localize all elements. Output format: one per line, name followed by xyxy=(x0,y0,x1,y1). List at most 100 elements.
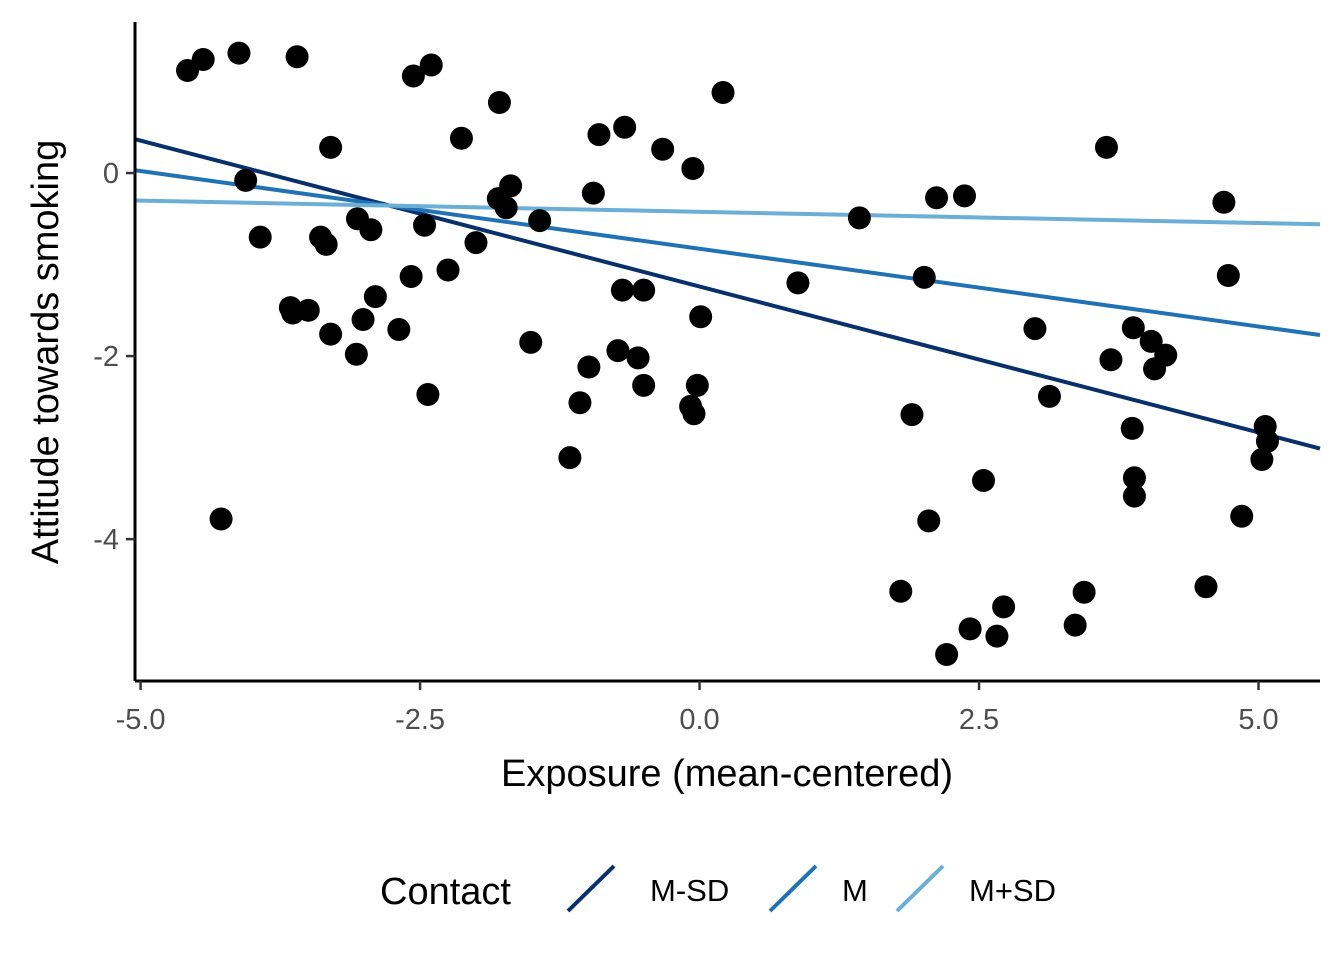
regression-line-m xyxy=(134,168,1321,338)
data-point xyxy=(610,278,634,302)
x-tick-label: -5.0 xyxy=(116,704,166,736)
regression-lines xyxy=(134,137,1321,451)
data-point xyxy=(1072,580,1096,604)
data-point xyxy=(1099,348,1123,372)
data-point xyxy=(606,339,630,363)
data-point xyxy=(1023,317,1047,341)
data-point xyxy=(613,115,637,139)
data-point xyxy=(314,232,338,256)
legend-label-m-sd: M-SD xyxy=(650,873,729,908)
data-point xyxy=(689,305,713,329)
data-point xyxy=(319,135,343,159)
data-point xyxy=(992,595,1016,619)
x-axis-ticks: -5.0 -2.5 0.0 2.5 5.0 xyxy=(116,681,1279,736)
data-point xyxy=(847,206,871,230)
y-tick-label: -2 xyxy=(93,341,119,373)
data-point xyxy=(234,168,258,192)
data-point xyxy=(587,123,611,147)
data-point xyxy=(958,617,982,641)
x-axis-title: Exposure (mean-centered) xyxy=(501,753,953,795)
data-point xyxy=(1094,135,1118,159)
regression-line-m-sd xyxy=(134,198,1321,227)
data-point xyxy=(912,265,936,289)
data-point xyxy=(248,225,272,249)
data-point xyxy=(1122,466,1146,490)
data-point xyxy=(1216,264,1240,288)
data-point xyxy=(935,642,959,666)
data-point xyxy=(1255,429,1279,453)
data-point xyxy=(1122,484,1146,508)
data-point xyxy=(351,307,375,331)
data-point xyxy=(1212,190,1236,214)
data-point xyxy=(685,373,709,397)
x-tick-label: 2.5 xyxy=(959,704,999,736)
data-point xyxy=(558,446,582,470)
data-point xyxy=(682,402,706,426)
data-point xyxy=(416,383,440,407)
x-tick-label: 0.0 xyxy=(679,704,719,736)
data-point xyxy=(387,318,411,342)
legend-key-m xyxy=(768,864,818,913)
data-point xyxy=(626,346,650,370)
data-point xyxy=(227,41,251,65)
data-point xyxy=(1037,384,1061,408)
data-point xyxy=(359,218,383,242)
data-point xyxy=(436,258,460,282)
data-point xyxy=(528,209,552,233)
data-point xyxy=(363,285,387,309)
data-point xyxy=(487,91,511,115)
y-tick-label: -4 xyxy=(93,524,119,556)
data-point xyxy=(419,53,443,77)
data-point xyxy=(401,64,425,88)
data-point xyxy=(413,213,437,237)
data-point xyxy=(285,45,309,69)
data-point xyxy=(1143,357,1167,381)
data-point xyxy=(191,48,215,72)
data-point xyxy=(494,196,518,220)
data-point xyxy=(651,137,675,161)
data-point xyxy=(399,264,423,288)
data-point xyxy=(449,126,473,150)
data-points xyxy=(176,41,1279,666)
data-point xyxy=(209,507,233,531)
data-point xyxy=(581,181,605,205)
data-point xyxy=(344,342,368,366)
axes xyxy=(133,22,1320,683)
data-point xyxy=(632,373,656,397)
legend-key-m-sd xyxy=(895,864,945,913)
x-tick-label: -2.5 xyxy=(395,704,445,736)
data-point xyxy=(568,391,592,415)
data-point xyxy=(925,186,949,210)
data-point xyxy=(464,231,488,255)
legend: Contact M-SD M M+SD xyxy=(380,864,1056,913)
data-point xyxy=(519,330,543,354)
data-point xyxy=(972,469,996,493)
regression-line-m-sd xyxy=(134,137,1321,451)
legend-entries: M-SD M M+SD xyxy=(566,864,1056,913)
data-point xyxy=(953,184,976,208)
data-point xyxy=(319,322,343,346)
data-point xyxy=(1194,575,1218,599)
data-point xyxy=(681,156,705,180)
legend-title: Contact xyxy=(380,871,511,913)
data-point xyxy=(786,271,810,295)
data-point xyxy=(900,403,924,427)
y-axis-ticks: 0 -2 -4 xyxy=(93,158,135,556)
data-point xyxy=(1230,504,1254,528)
data-point xyxy=(917,509,941,533)
data-point xyxy=(281,301,305,325)
x-tick-label: 5.0 xyxy=(1238,704,1278,736)
data-point xyxy=(1063,613,1087,637)
data-point xyxy=(632,278,656,302)
y-axis-title: Attitude towards smoking xyxy=(25,140,67,565)
data-point xyxy=(711,80,735,104)
data-point xyxy=(889,579,913,603)
data-point xyxy=(1120,416,1144,440)
data-point xyxy=(1121,316,1145,340)
data-point xyxy=(577,355,601,379)
data-point xyxy=(1139,329,1163,353)
data-point xyxy=(985,624,1009,648)
legend-key-m-sd xyxy=(566,864,616,913)
legend-label-m-sd: M+SD xyxy=(969,873,1056,908)
